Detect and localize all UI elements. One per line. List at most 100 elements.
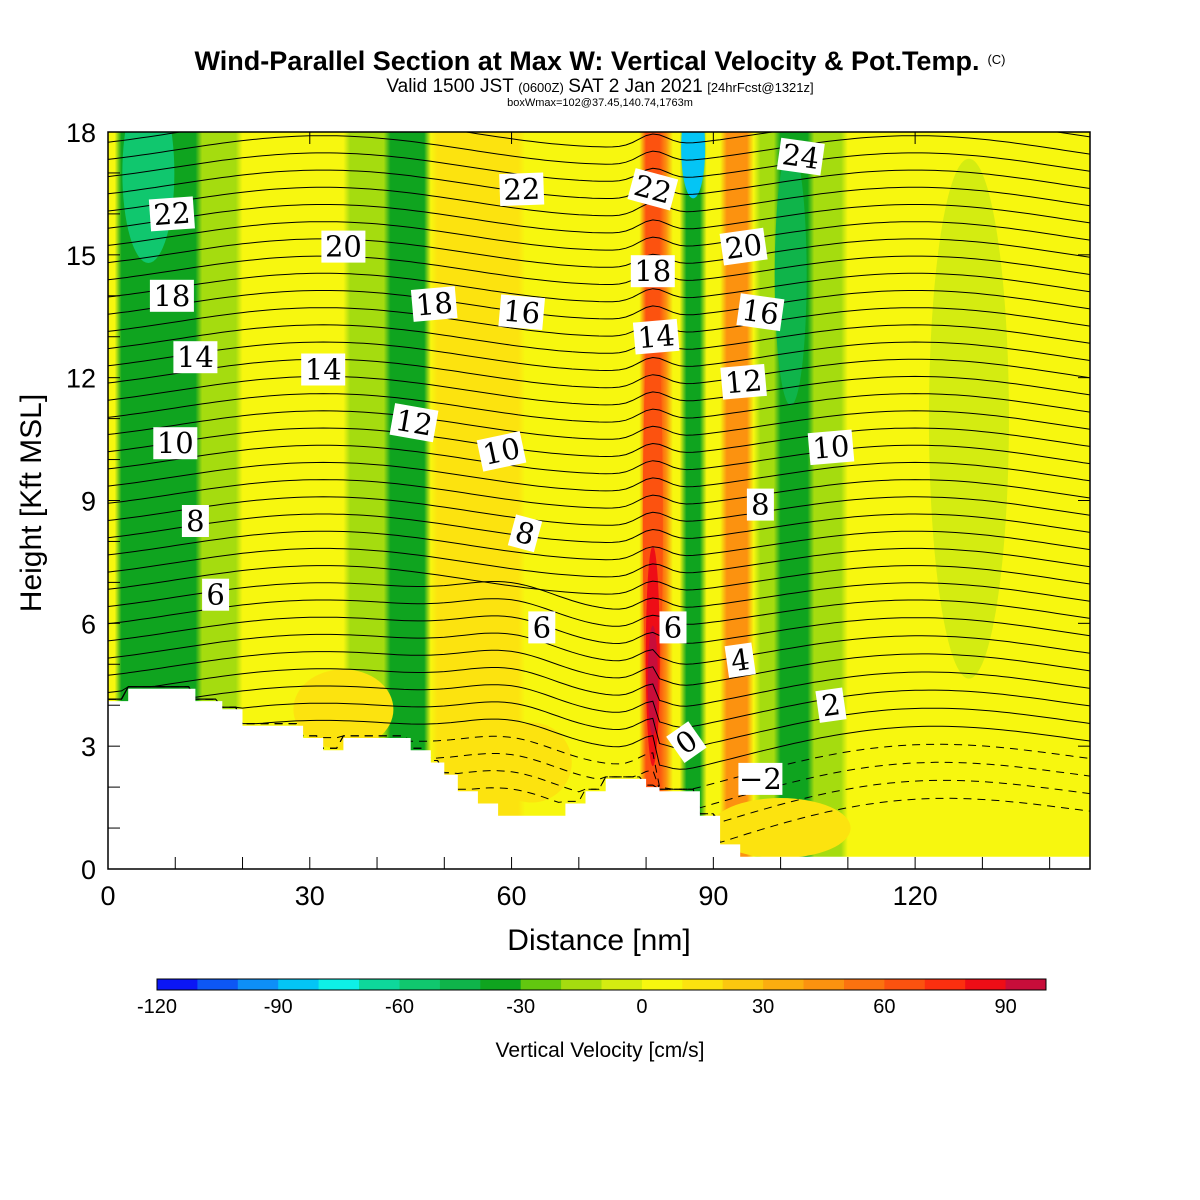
theta-contour-line [108,530,1090,561]
contour-label-box [181,505,209,537]
contour-label: 22 [499,172,545,207]
theta-contour-line [108,186,1090,217]
colorbar-title: Vertical Velocity [cm/s] [496,1039,705,1062]
contour-label-text: 6 [206,578,224,612]
contour-label: 16 [498,294,546,331]
contour-label: 18 [630,254,675,288]
contour-label-text: 10 [157,426,194,460]
colorbar-tick-label: -60 [385,996,414,1018]
colorbar-tick-label: 30 [752,996,774,1018]
contour-label-box [746,488,774,521]
contour-label-text: 14 [305,353,342,387]
theta-contour-line [108,686,1090,844]
theta-contour-line [108,272,1090,303]
contour-label-box [321,230,366,263]
contour-label-text: 14 [177,340,214,374]
colorbar-tick-label: 60 [873,996,895,1018]
theta-contour-line [108,686,1090,770]
title-mark: (C) [987,52,1005,67]
theta-contours [108,132,1090,844]
colorbar-swatch [763,979,804,990]
colorbar: -120 -90 -60 -30 0 30 60 90 [137,978,1047,1018]
colorbar-swatch [844,979,885,990]
contour-label: 10 [153,426,198,460]
theta-contour-line [108,255,1090,285]
theta-contour-line [108,221,1090,251]
contour-label-box [632,318,680,355]
contour-label: 6 [528,610,556,644]
contour-label: 8 [507,514,543,553]
y-tick-label: 0 [81,855,96,885]
theta-contour-line [108,479,1090,509]
theta-contour-line [108,324,1090,354]
contour-label-text: 12 [393,403,435,443]
x-tick-label: 120 [893,881,938,911]
contour-label-box [666,721,707,763]
contour-label: 22 [627,168,679,211]
contour-label-box [627,168,679,211]
colorbar-swatch [278,979,320,990]
theta-contour-line [108,598,1090,627]
contour-label-box [149,279,194,312]
contour-label-text: 6 [533,610,551,644]
contour-label-text: 16 [502,294,542,331]
contour-label-box [389,403,439,443]
theta-contour-line [108,581,1090,610]
contour-label-box [815,687,847,723]
contour-label: 10 [807,429,855,466]
colorbar-swatch [561,979,602,990]
contour-label-box [659,611,687,644]
contour-label-text: 4 [729,642,752,678]
contour-label-text: 10 [480,431,523,472]
y-axis-title: Height [Kft MSL] [15,394,48,612]
colorbar-swatch [641,979,683,990]
colorbar-swatch [722,979,764,990]
weak-downdraft-right [928,158,1009,679]
contour-label: 10 [476,431,527,472]
contour-label: 14 [173,340,218,374]
colorbar-tick-label: -90 [264,996,293,1018]
theta-contour-line [108,135,1090,165]
contour-label: 12 [389,403,439,443]
contour-label-box [719,227,768,266]
contour-label: 2 [815,687,847,723]
theta-contour-line [108,410,1090,440]
x-tick-label: 0 [100,881,115,911]
theta-contour-line [108,204,1090,234]
colorbar-tick-label: 0 [636,996,647,1018]
colorbar-swatch [803,979,845,990]
theta-contour-line [108,684,1090,728]
theta-contour-line [108,667,1090,707]
contour-label-box [528,611,556,644]
theta-contour-line [108,632,1090,665]
title-main-line: Wind-Parallel Section at Max W: Vertical… [194,46,1005,76]
terrain [108,688,1090,869]
theta-contour-line [108,393,1090,423]
contour-label-box [498,294,546,331]
x-tick-label: 60 [497,881,527,911]
colorbar-swatch [924,979,966,990]
theta-contour-line [108,444,1090,475]
contour-label-box [202,578,230,611]
theta-contour-line [108,496,1090,526]
colorbar-swatch [601,979,643,990]
colorbar-frame [156,978,1047,991]
contour-label-text: 18 [634,254,671,288]
x-tick-label: 30 [295,881,325,911]
contour-label-box [173,341,218,374]
theta-contour-line [108,513,1090,544]
axis-ticks: 0 30 60 90 120 0 3 6 9 12 15 18 [66,118,1090,911]
contour-label-text: 16 [740,293,781,332]
contour-label-box [507,514,543,553]
valid-time-line: Valid 1500 JST (0600Z) SAT 2 Jan 2021 [2… [386,76,813,97]
contour-label-box [724,642,756,678]
theta-contour-line [108,686,1090,749]
theta-contour-line [108,565,1090,595]
contour-label-box [410,286,458,322]
contour-label-text: 22 [503,172,541,207]
contour-label: 6 [202,578,230,612]
colorbar-swatch [480,979,522,990]
contour-label-box [776,137,825,176]
contour-label: 14 [632,318,680,355]
contour-label-box [153,427,198,460]
